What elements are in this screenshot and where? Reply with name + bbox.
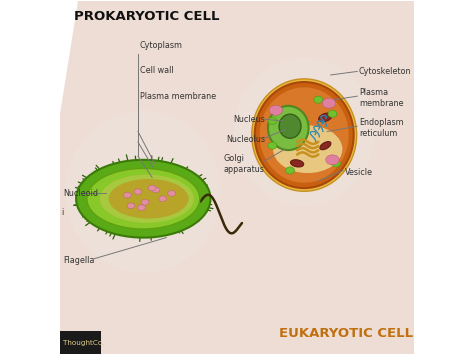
Ellipse shape	[291, 160, 304, 167]
Ellipse shape	[134, 189, 142, 195]
Ellipse shape	[320, 142, 331, 150]
Ellipse shape	[87, 168, 200, 229]
Text: Vesicle: Vesicle	[345, 168, 373, 177]
Ellipse shape	[127, 203, 135, 209]
Ellipse shape	[322, 98, 336, 108]
Text: Plasma
membrane: Plasma membrane	[359, 88, 403, 108]
Ellipse shape	[273, 125, 342, 173]
Text: Nucleus: Nucleus	[234, 115, 265, 124]
Text: EUKARYOTIC CELL: EUKARYOTIC CELL	[280, 327, 413, 340]
Text: Nucleoid: Nucleoid	[64, 189, 99, 198]
Ellipse shape	[269, 105, 283, 115]
Ellipse shape	[268, 118, 277, 125]
Text: Golgi
apparatus: Golgi apparatus	[224, 154, 264, 174]
Ellipse shape	[168, 191, 175, 196]
Ellipse shape	[109, 179, 189, 218]
Ellipse shape	[332, 160, 340, 167]
Ellipse shape	[65, 110, 221, 273]
Ellipse shape	[100, 175, 194, 223]
Text: Cell wall: Cell wall	[140, 66, 173, 75]
Text: Nucleolus: Nucleolus	[227, 135, 265, 144]
Text: PROKARYOTIC CELL: PROKARYOTIC CELL	[74, 10, 220, 22]
Ellipse shape	[76, 160, 210, 237]
Text: Endoplasm
reticulum: Endoplasm reticulum	[359, 118, 404, 138]
Polygon shape	[60, 1, 414, 354]
Text: i: i	[61, 208, 63, 217]
Ellipse shape	[314, 96, 323, 103]
Ellipse shape	[326, 155, 339, 165]
Ellipse shape	[148, 185, 156, 191]
Ellipse shape	[152, 187, 160, 193]
Ellipse shape	[234, 57, 375, 206]
Text: Plasma membrane: Plasma membrane	[140, 92, 216, 102]
Text: Flagella: Flagella	[64, 256, 95, 265]
Ellipse shape	[141, 200, 149, 205]
Ellipse shape	[159, 196, 167, 202]
FancyBboxPatch shape	[60, 331, 101, 354]
Ellipse shape	[286, 167, 294, 174]
Ellipse shape	[252, 79, 356, 191]
Ellipse shape	[137, 205, 146, 211]
Text: Cytoskeleton: Cytoskeleton	[359, 67, 411, 76]
Ellipse shape	[268, 106, 309, 150]
Ellipse shape	[124, 192, 131, 198]
Ellipse shape	[255, 82, 354, 188]
Ellipse shape	[328, 110, 337, 118]
Ellipse shape	[319, 113, 332, 122]
Text: ThoughtCo.: ThoughtCo.	[63, 340, 104, 346]
Ellipse shape	[260, 87, 349, 183]
Ellipse shape	[279, 114, 301, 138]
Text: Cytoplasm: Cytoplasm	[140, 41, 183, 50]
Ellipse shape	[268, 142, 277, 149]
